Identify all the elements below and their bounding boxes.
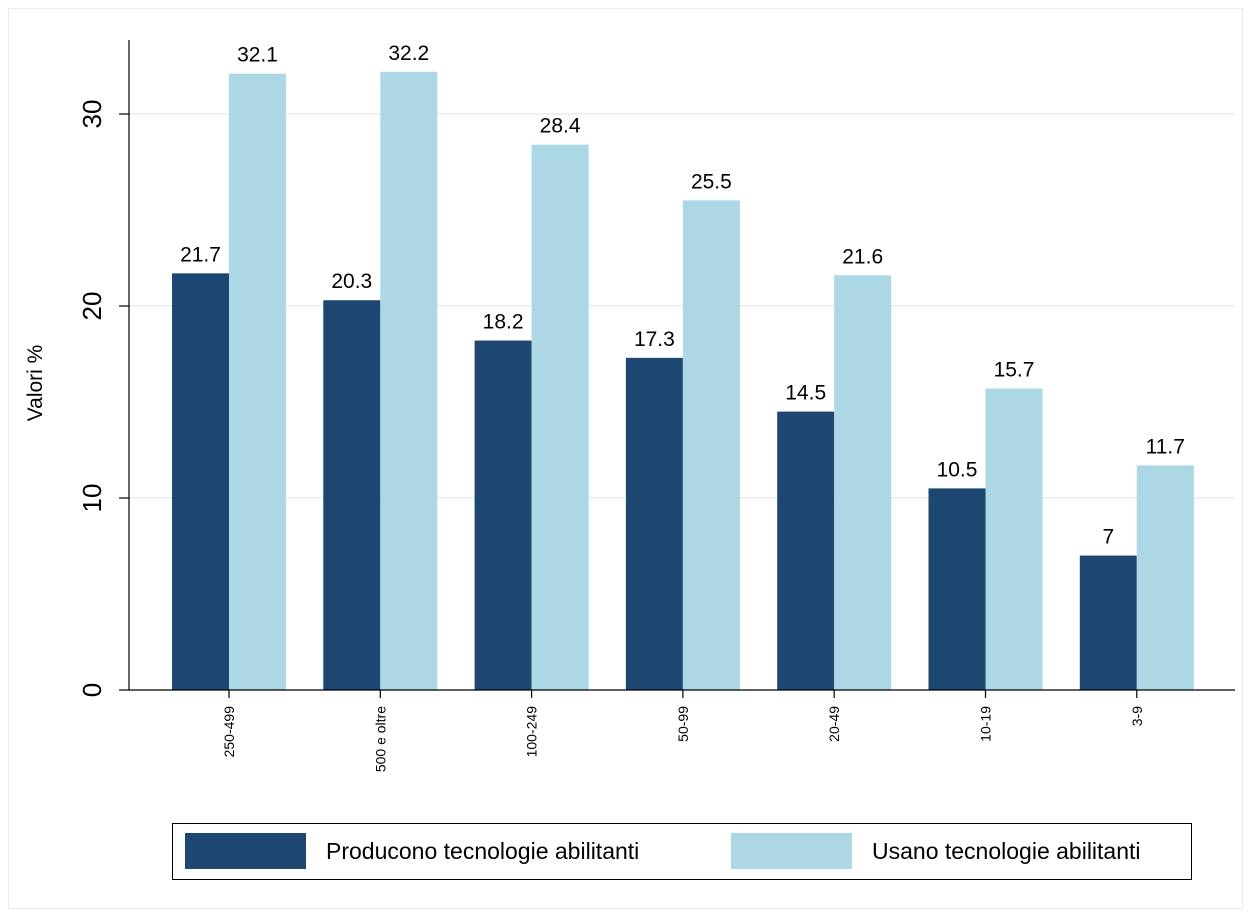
- data-label: 21.6: [842, 245, 883, 268]
- data-label: 21.7: [180, 243, 221, 266]
- legend-label-series-1: Producono tecnologie abilitanti: [326, 837, 640, 864]
- y-tick-label: 30: [77, 100, 107, 129]
- bar: [985, 388, 1043, 690]
- bar: [531, 144, 589, 691]
- legend-item-series-1: Producono tecnologie abilitanti: [185, 833, 639, 869]
- x-tick-label: 10-19: [978, 706, 994, 742]
- legend-item-series-2: Usano tecnologie abilitanti: [731, 833, 1141, 869]
- value-labels: 21.7 32.1 20.3 32.2 18.2 28.4 17.3 25.5 14.5 21.6…: [180, 42, 1185, 549]
- bar: [380, 71, 438, 690]
- legend-swatch-series-1: [185, 833, 306, 869]
- legend: Producono tecnologie abilitanti Usano te…: [172, 823, 1192, 880]
- y-axis-label: Valori %: [24, 345, 47, 422]
- bar: [474, 340, 532, 690]
- bar: [928, 488, 986, 690]
- y-tick-label: 20: [77, 292, 107, 321]
- data-label: 11.7: [1146, 435, 1185, 458]
- x-tick-label: 100-249: [524, 706, 540, 758]
- x-tick-label: 3-9: [1129, 706, 1145, 726]
- data-label: 15.7: [994, 359, 1035, 382]
- bar: [682, 200, 740, 690]
- x-tick-label: 500 e oltre: [372, 706, 388, 772]
- x-tick-label: 250-499: [221, 706, 237, 758]
- bar: [323, 300, 381, 690]
- legend-swatch-series-2: [731, 833, 852, 869]
- y-tick-label: 10: [77, 484, 107, 513]
- bar: [625, 357, 683, 690]
- data-label: 10.5: [937, 458, 978, 481]
- bar: [172, 273, 229, 690]
- data-label: 32.2: [388, 42, 429, 65]
- chart-frame: [8, 8, 1243, 909]
- data-label: 14.5: [785, 382, 826, 405]
- data-label: 7: [1102, 526, 1114, 549]
- bar: [834, 275, 892, 690]
- x-tick-label: 20-49: [826, 706, 842, 742]
- legend-label-series-2: Usano tecnologie abilitanti: [872, 837, 1141, 864]
- data-label: 32.1: [237, 44, 278, 67]
- data-label: 28.4: [540, 115, 581, 138]
- x-tick-label: 50-99: [675, 706, 691, 742]
- axes: 0 10 20 30 250-499 500 e oltre 100-249 50-99 20-…: [77, 40, 1235, 772]
- bar: [229, 73, 286, 691]
- bar: [777, 411, 835, 690]
- y-tick-label: 0: [77, 683, 107, 697]
- data-label: 25.5: [691, 170, 732, 193]
- bar: [1136, 465, 1194, 690]
- data-label: 17.3: [634, 328, 675, 351]
- data-label: 20.3: [331, 270, 372, 293]
- data-label: 18.2: [483, 311, 524, 334]
- bar: [1079, 555, 1137, 690]
- bars: [172, 71, 1194, 691]
